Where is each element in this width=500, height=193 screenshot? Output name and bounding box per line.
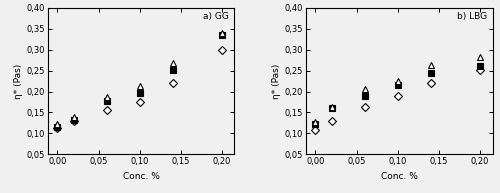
X-axis label: Conc. %: Conc. % (122, 172, 160, 181)
Text: a) GG: a) GG (203, 12, 229, 21)
Y-axis label: η* (Pas): η* (Pas) (14, 63, 24, 99)
Y-axis label: η* (Pas): η* (Pas) (272, 63, 281, 99)
X-axis label: Conc. %: Conc. % (380, 172, 418, 181)
Text: b) LBG: b) LBG (457, 12, 487, 21)
